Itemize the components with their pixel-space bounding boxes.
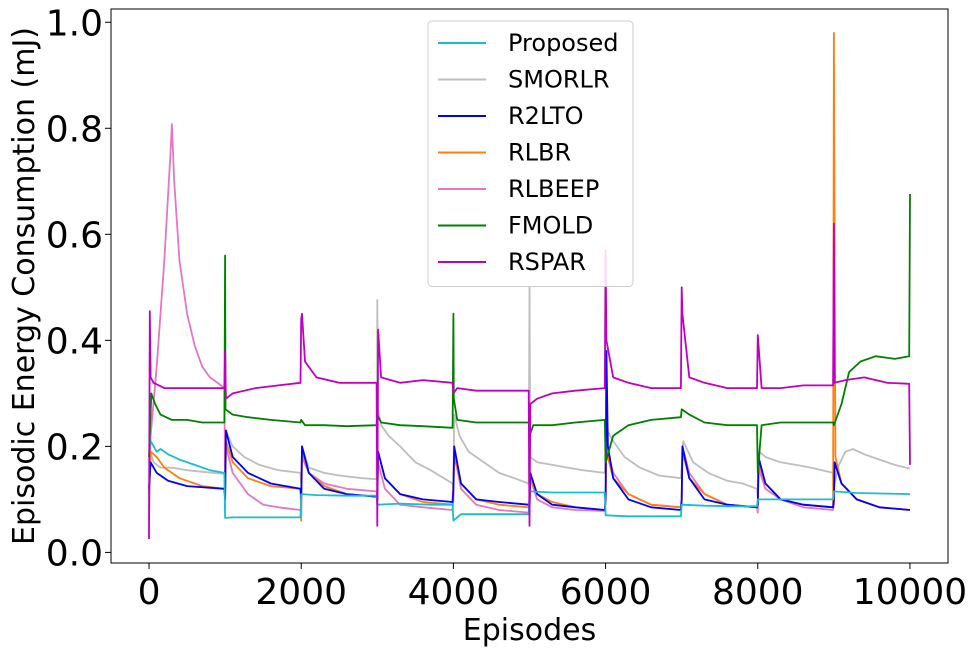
x-tick-label: 0 bbox=[138, 572, 161, 613]
y-tick-label: 0.0 bbox=[46, 533, 103, 574]
legend-label-smorlr: SMORLR bbox=[508, 66, 610, 94]
series-line-smorlr bbox=[148, 286, 911, 511]
x-tick-label: 10000 bbox=[853, 572, 968, 613]
y-axis-ticks: 0.0 0.2 0.4 0.6 0.8 1.0 bbox=[46, 3, 111, 574]
x-tick-label: 2000 bbox=[255, 572, 347, 613]
legend-label-rlbeep: RLBEEP bbox=[508, 175, 599, 203]
x-tick-label: 6000 bbox=[560, 572, 652, 613]
series-line-fmold bbox=[148, 193, 911, 474]
legend-label-r2lto: R2LTO bbox=[508, 102, 584, 130]
x-tick-label: 4000 bbox=[408, 572, 500, 613]
x-axis-ticks: 0 2000 4000 6000 8000 10000 bbox=[138, 563, 968, 613]
legend-box bbox=[427, 20, 634, 287]
legend-label-fmold: FMOLD bbox=[508, 212, 593, 240]
y-tick-label: 0.4 bbox=[46, 321, 103, 362]
legend-label-rlbr: RLBR bbox=[508, 139, 571, 167]
y-tick-label: 0.8 bbox=[46, 109, 103, 150]
legend: Proposed SMORLR R2LTO RLBR RLBEEP FMOLD RSPAR bbox=[427, 20, 634, 287]
series-line-rspar bbox=[148, 222, 911, 540]
plot-frame bbox=[110, 8, 949, 564]
legend-label-rspar: RSPAR bbox=[508, 248, 586, 276]
x-tick-label: 8000 bbox=[712, 572, 804, 613]
legend-label-proposed: Proposed bbox=[508, 29, 619, 57]
series-line-proposed bbox=[148, 440, 911, 522]
y-axis-label: Episodic Energy Consumption (mJ) bbox=[7, 27, 42, 545]
series-layer bbox=[148, 32, 911, 540]
y-tick-label: 0.6 bbox=[46, 215, 103, 256]
x-axis-label: Episodes bbox=[463, 613, 596, 648]
y-tick-label: 1.0 bbox=[46, 3, 103, 44]
y-tick-label: 0.2 bbox=[46, 427, 103, 468]
